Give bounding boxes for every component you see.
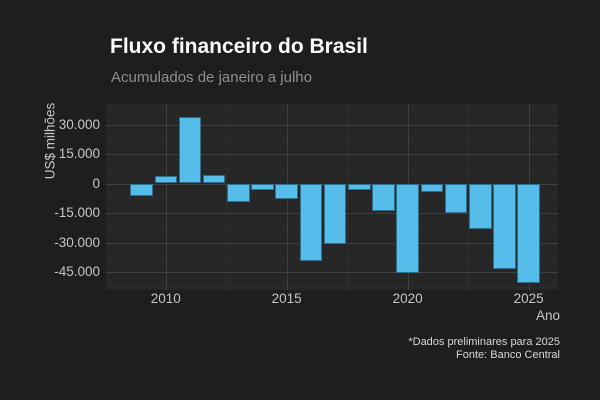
y-tick-label--45000: -45.000 bbox=[54, 264, 100, 279]
caption-line-2: Fonte: Banco Central bbox=[456, 349, 560, 361]
bar-2024 bbox=[493, 183, 516, 270]
x-tick-label-2025: 2025 bbox=[513, 291, 544, 306]
gridline-y-minor bbox=[106, 286, 558, 288]
gridline-y-minor bbox=[106, 168, 558, 170]
bar-2020 bbox=[396, 183, 419, 273]
chart-subtitle: Acumulados de janeiro a julho bbox=[111, 69, 312, 86]
plot-panel bbox=[106, 104, 558, 290]
bar-2011 bbox=[178, 116, 202, 184]
gridline-y-minor bbox=[106, 139, 558, 141]
x-tick-label-2015: 2015 bbox=[271, 291, 302, 306]
bar-2012 bbox=[202, 175, 226, 184]
gridline-y--45000 bbox=[106, 272, 558, 273]
caption-line-1: *Dados preliminares para 2025 bbox=[408, 336, 560, 348]
bar-2010 bbox=[154, 175, 178, 184]
y-tick-label--30000: -30.000 bbox=[54, 234, 100, 250]
bar-2019 bbox=[372, 183, 395, 212]
bar-2009 bbox=[130, 183, 153, 197]
gridline-x-minor bbox=[226, 104, 228, 290]
gridline-x-minor bbox=[468, 104, 470, 290]
bar-2017 bbox=[323, 183, 347, 244]
x-axis-title: Ano bbox=[535, 308, 560, 323]
bar-2023 bbox=[469, 183, 492, 229]
y-tick-label-15000: 15.000 bbox=[58, 146, 100, 161]
gridline-y-15000 bbox=[106, 154, 558, 155]
caption: *Dados preliminares para 2025 Fonte: Ban… bbox=[408, 336, 560, 362]
bar-2016 bbox=[299, 183, 323, 262]
bar-2018 bbox=[348, 183, 371, 191]
gridline-y-30000 bbox=[106, 124, 558, 126]
bar-2022 bbox=[444, 183, 468, 213]
y-axis-title: US$ milhões bbox=[42, 102, 58, 180]
bar-2021 bbox=[420, 183, 444, 193]
bar-2014 bbox=[251, 183, 274, 191]
y-tick-label-0: 0 bbox=[92, 175, 100, 191]
gridline-x-minor bbox=[347, 104, 349, 290]
chart-title: Fluxo financeiro do Brasil bbox=[110, 35, 368, 58]
y-tick-label--15000: -15.000 bbox=[54, 205, 100, 220]
bar-2025 bbox=[517, 183, 540, 283]
x-tick-label-2020: 2020 bbox=[392, 291, 423, 306]
gridline-x-2010 bbox=[165, 104, 167, 290]
bar-2013 bbox=[227, 183, 250, 202]
bar-2015 bbox=[275, 183, 298, 199]
gridline-y-minor bbox=[106, 257, 558, 259]
gridline-y-minor bbox=[106, 109, 558, 111]
x-tick-label-2010: 2010 bbox=[150, 291, 181, 306]
y-tick-label-30000: 30.000 bbox=[58, 116, 100, 132]
